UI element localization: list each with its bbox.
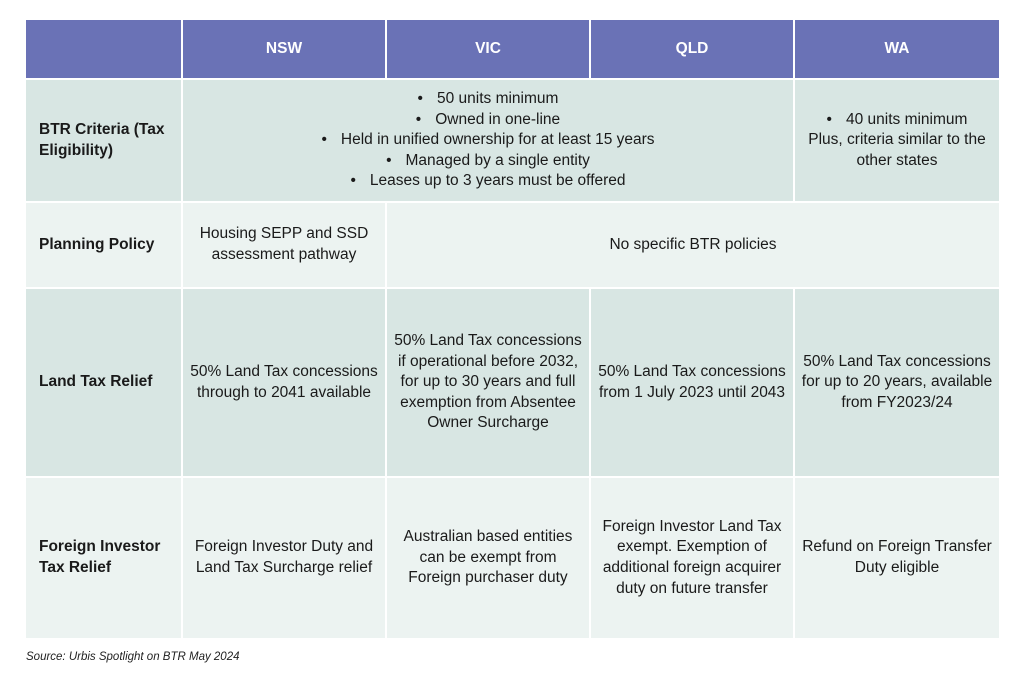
row-label-planning-policy: Planning Policy [24, 201, 183, 289]
table-row-btr-criteria: BTR Criteria (Tax Eligibility) 50 units … [24, 78, 1001, 203]
header-wa: WA [793, 18, 1001, 80]
btr-criteria-list: 50 units minimum Owned in one-line Held … [189, 89, 787, 192]
btr-criteria-item: Owned in one-line [189, 110, 787, 131]
foreign-investor-wa: Refund on Foreign Transfer Duty eligible [793, 476, 1001, 640]
btr-comparison-table: NSW VIC QLD WA BTR Criteria (Tax Eligibi… [24, 18, 1001, 640]
btr-criteria-item: Held in unified ownership for at least 1… [189, 130, 787, 151]
table-row-planning-policy: Planning Policy Housing SEPP and SSD ass… [24, 201, 1001, 289]
foreign-investor-vic: Australian based entities can be exempt … [385, 476, 591, 640]
row-label-btr-criteria: BTR Criteria (Tax Eligibility) [24, 78, 183, 203]
header-vic: VIC [385, 18, 591, 80]
header-corner-cell [24, 18, 183, 80]
land-tax-nsw: 50% Land Tax concessions through to 2041… [181, 287, 387, 478]
source-caption: Source: Urbis Spotlight on BTR May 2024 [26, 651, 240, 663]
btr-criteria-item: 50 units minimum [189, 89, 787, 110]
row-label-land-tax-relief: Land Tax Relief [24, 287, 183, 478]
row-label-foreign-investor: Foreign Investor Tax Relief [24, 476, 183, 640]
btr-criteria-wa: 40 units minimum Plus, criteria similar … [793, 78, 1001, 203]
foreign-investor-qld: Foreign Investor Land Tax exempt. Exempt… [589, 476, 795, 640]
btr-criteria-wa-extra: Plus, criteria similar to the other stat… [808, 131, 986, 169]
btr-criteria-nsw-vic-qld: 50 units minimum Owned in one-line Held … [181, 78, 795, 203]
table-row-foreign-investor: Foreign Investor Tax Relief Foreign Inve… [24, 476, 1001, 640]
btr-criteria-wa-bullet: 40 units minimum [801, 110, 993, 131]
table-header-row: NSW VIC QLD WA [24, 18, 1001, 80]
header-nsw: NSW [181, 18, 387, 80]
planning-policy-nsw: Housing SEPP and SSD assessment pathway [181, 201, 387, 289]
btr-criteria-item: Leases up to 3 years must be offered [189, 171, 787, 192]
btr-criteria-item: Managed by a single entity [189, 151, 787, 172]
land-tax-vic: 50% Land Tax concessions if operational … [385, 287, 591, 478]
header-qld: QLD [589, 18, 795, 80]
land-tax-qld: 50% Land Tax concessions from 1 July 202… [589, 287, 795, 478]
planning-policy-vic-qld-wa: No specific BTR policies [385, 201, 1001, 289]
table-row-land-tax-relief: Land Tax Relief 50% Land Tax concessions… [24, 287, 1001, 478]
foreign-investor-nsw: Foreign Investor Duty and Land Tax Surch… [181, 476, 387, 640]
land-tax-wa: 50% Land Tax concessions for up to 20 ye… [793, 287, 1001, 478]
